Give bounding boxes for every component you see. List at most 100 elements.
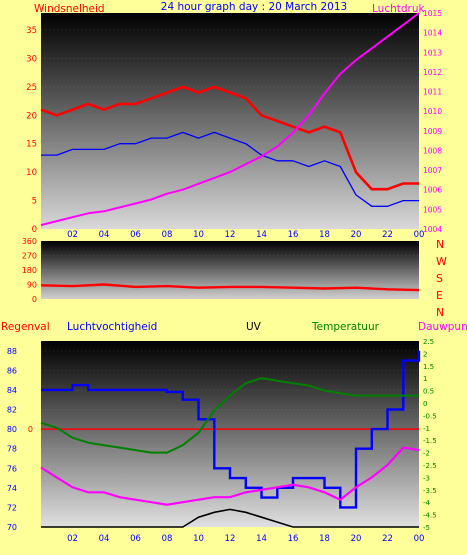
y-tick-temp: -0.5 bbox=[423, 412, 437, 420]
y-tick-right: 1007 bbox=[423, 166, 442, 175]
direction-line-0 bbox=[40, 283, 420, 292]
y-tick-right: 1004 bbox=[423, 225, 442, 234]
y-tick-right: 1011 bbox=[423, 88, 442, 97]
axis-ticks: 0202040406060808101012121414161618182020… bbox=[67, 230, 424, 544]
x-tick-p3: 16 bbox=[288, 534, 299, 544]
chart-title: 24 hour graph day : 20 March 2013 bbox=[161, 1, 347, 13]
y-tick: 90 bbox=[27, 281, 37, 290]
y-tick-humidity: 70 bbox=[7, 523, 17, 532]
x-tick-p3: 10 bbox=[193, 534, 204, 544]
y-tick-right: 1006 bbox=[423, 186, 442, 195]
y-tick-humidity: 86 bbox=[7, 366, 17, 375]
luchtdruk-label: Luchtdruk bbox=[372, 3, 426, 15]
y-tick-temp: 0.5 bbox=[423, 388, 434, 396]
y-tick-right: 1005 bbox=[423, 205, 442, 214]
x-tick-p1: 16 bbox=[288, 230, 299, 240]
y-tick-right: 1014 bbox=[423, 29, 442, 38]
compass-label: E bbox=[436, 289, 443, 302]
y-tick-humidity: 72 bbox=[7, 503, 17, 512]
y-tick-right: 1015 bbox=[423, 9, 442, 18]
humidity-temp-marks: 70 72 74 76 78 80 82 84 86 88 -5 -4.5 -4 -3.5 -3 -2.5 -2… bbox=[7, 338, 437, 532]
wind-pressure-panel bbox=[41, 13, 419, 229]
y-tick-temp: -4.5 bbox=[423, 512, 437, 520]
rain-axis-label: 0 bbox=[28, 425, 33, 434]
temperature-line bbox=[40, 377, 419, 454]
y-tick-humidity: 84 bbox=[7, 386, 17, 395]
y-tick-right: 1012 bbox=[423, 68, 442, 77]
x-tick-p3: 12 bbox=[225, 534, 236, 544]
compass-label: S bbox=[436, 272, 443, 285]
x-tick-p3: 02 bbox=[67, 534, 78, 544]
y-tick-temp: -2.5 bbox=[423, 462, 437, 470]
dewpoint-line bbox=[40, 446, 420, 506]
x-tick-p1: 06 bbox=[130, 230, 141, 240]
y-tick-left: 5 bbox=[32, 197, 37, 207]
uv-line bbox=[41, 508, 419, 528]
x-tick-p3: 04 bbox=[99, 534, 110, 544]
x-tick-p1: 00 bbox=[414, 230, 425, 240]
y-tick-right: 1013 bbox=[423, 48, 442, 57]
y-tick-temp: -3.5 bbox=[423, 487, 437, 495]
y-tick-humidity: 74 bbox=[7, 484, 17, 493]
temperatuur-label: Temperatuur bbox=[311, 321, 380, 333]
y-tick-temp: 0 bbox=[423, 400, 427, 408]
wind-direction-panel bbox=[41, 241, 419, 299]
compass-label: N bbox=[436, 306, 444, 319]
luchtvochtigheid-label: Luchtvochtigheid bbox=[67, 321, 157, 333]
series-line-2 bbox=[40, 12, 420, 227]
y-tick-right: 1009 bbox=[423, 127, 442, 136]
x-tick-p1: 22 bbox=[382, 230, 393, 240]
y-tick-humidity: 80 bbox=[7, 425, 17, 434]
y-tick-temp: 1 bbox=[423, 375, 427, 383]
x-tick-p3: 00 bbox=[414, 534, 425, 544]
x-tick-p1: 14 bbox=[256, 230, 267, 240]
x-tick-p1: 04 bbox=[99, 230, 110, 240]
series-line-1 bbox=[41, 131, 419, 207]
x-tick-p3: 22 bbox=[382, 534, 393, 544]
y-tick-temp: -5 bbox=[423, 524, 430, 532]
compass-label: N bbox=[436, 238, 444, 251]
uv-label: UV bbox=[246, 321, 262, 333]
dauwpunt-label: Dauwpunt bbox=[418, 321, 467, 333]
y-tick-left: 15 bbox=[26, 140, 37, 150]
x-tick-p3: 18 bbox=[319, 534, 330, 544]
y-tick-left: 30 bbox=[26, 54, 37, 64]
humidity-line bbox=[41, 350, 421, 509]
y-tick: 360 bbox=[22, 237, 37, 246]
x-tick-p3: 14 bbox=[256, 534, 267, 544]
y-tick-left: 20 bbox=[26, 111, 37, 121]
x-tick-p3: 06 bbox=[130, 534, 141, 544]
x-tick-p1: 10 bbox=[193, 230, 204, 240]
y-tick-left: 0 bbox=[32, 225, 37, 235]
y-tick-left: 25 bbox=[26, 83, 37, 93]
y-tick-temp: -2 bbox=[423, 450, 430, 458]
y-tick-right: 1008 bbox=[423, 146, 442, 155]
y-tick-temp: 1.5 bbox=[423, 363, 434, 371]
y-tick: 180 bbox=[22, 266, 37, 275]
y-tick-humidity: 76 bbox=[7, 464, 17, 473]
x-tick-p1: 02 bbox=[67, 230, 78, 240]
y-tick-right: 1010 bbox=[423, 107, 442, 116]
y-tick-temp: -4 bbox=[423, 499, 431, 507]
y-tick-left: 35 bbox=[26, 26, 37, 36]
y-tick-temp: 2.5 bbox=[423, 338, 434, 346]
x-tick-p3: 08 bbox=[162, 534, 173, 544]
windsnelheid-label: Windsnelheid bbox=[34, 3, 105, 15]
y-tick-temp: -1.5 bbox=[423, 437, 437, 445]
humidity-temp-panel bbox=[41, 341, 419, 527]
compass-label: W bbox=[436, 255, 447, 268]
y-tick: 0 bbox=[32, 295, 37, 304]
regenval-label: Regenval bbox=[1, 321, 50, 333]
y-tick-humidity: 78 bbox=[7, 445, 17, 454]
y-tick-temp: 2 bbox=[423, 350, 427, 358]
x-tick-p1: 08 bbox=[162, 230, 173, 240]
y-tick-humidity: 82 bbox=[7, 406, 17, 415]
x-tick-p1: 20 bbox=[351, 230, 362, 240]
x-tick-p1: 18 bbox=[319, 230, 330, 240]
wind-pressure-marks: 0510152025303510041005100610071008100910… bbox=[26, 9, 442, 235]
x-tick-p1: 12 bbox=[225, 230, 236, 240]
y-tick-temp: -3 bbox=[423, 474, 430, 482]
x-tick-p3: 20 bbox=[351, 534, 362, 544]
